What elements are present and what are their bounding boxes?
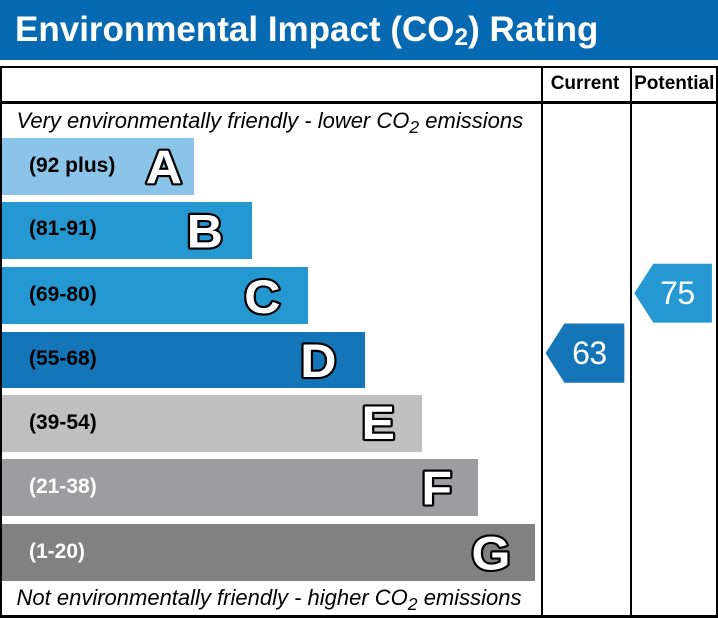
svg-text:C: C xyxy=(244,271,280,324)
svg-text:75: 75 xyxy=(660,275,695,311)
svg-text:G: G xyxy=(471,528,510,581)
svg-text:A: A xyxy=(146,142,182,195)
svg-text:D: D xyxy=(300,335,336,388)
svg-text:63: 63 xyxy=(572,335,607,371)
svg-text:B: B xyxy=(187,205,223,258)
svg-text:E: E xyxy=(362,397,395,450)
svg-text:F: F xyxy=(421,463,452,516)
